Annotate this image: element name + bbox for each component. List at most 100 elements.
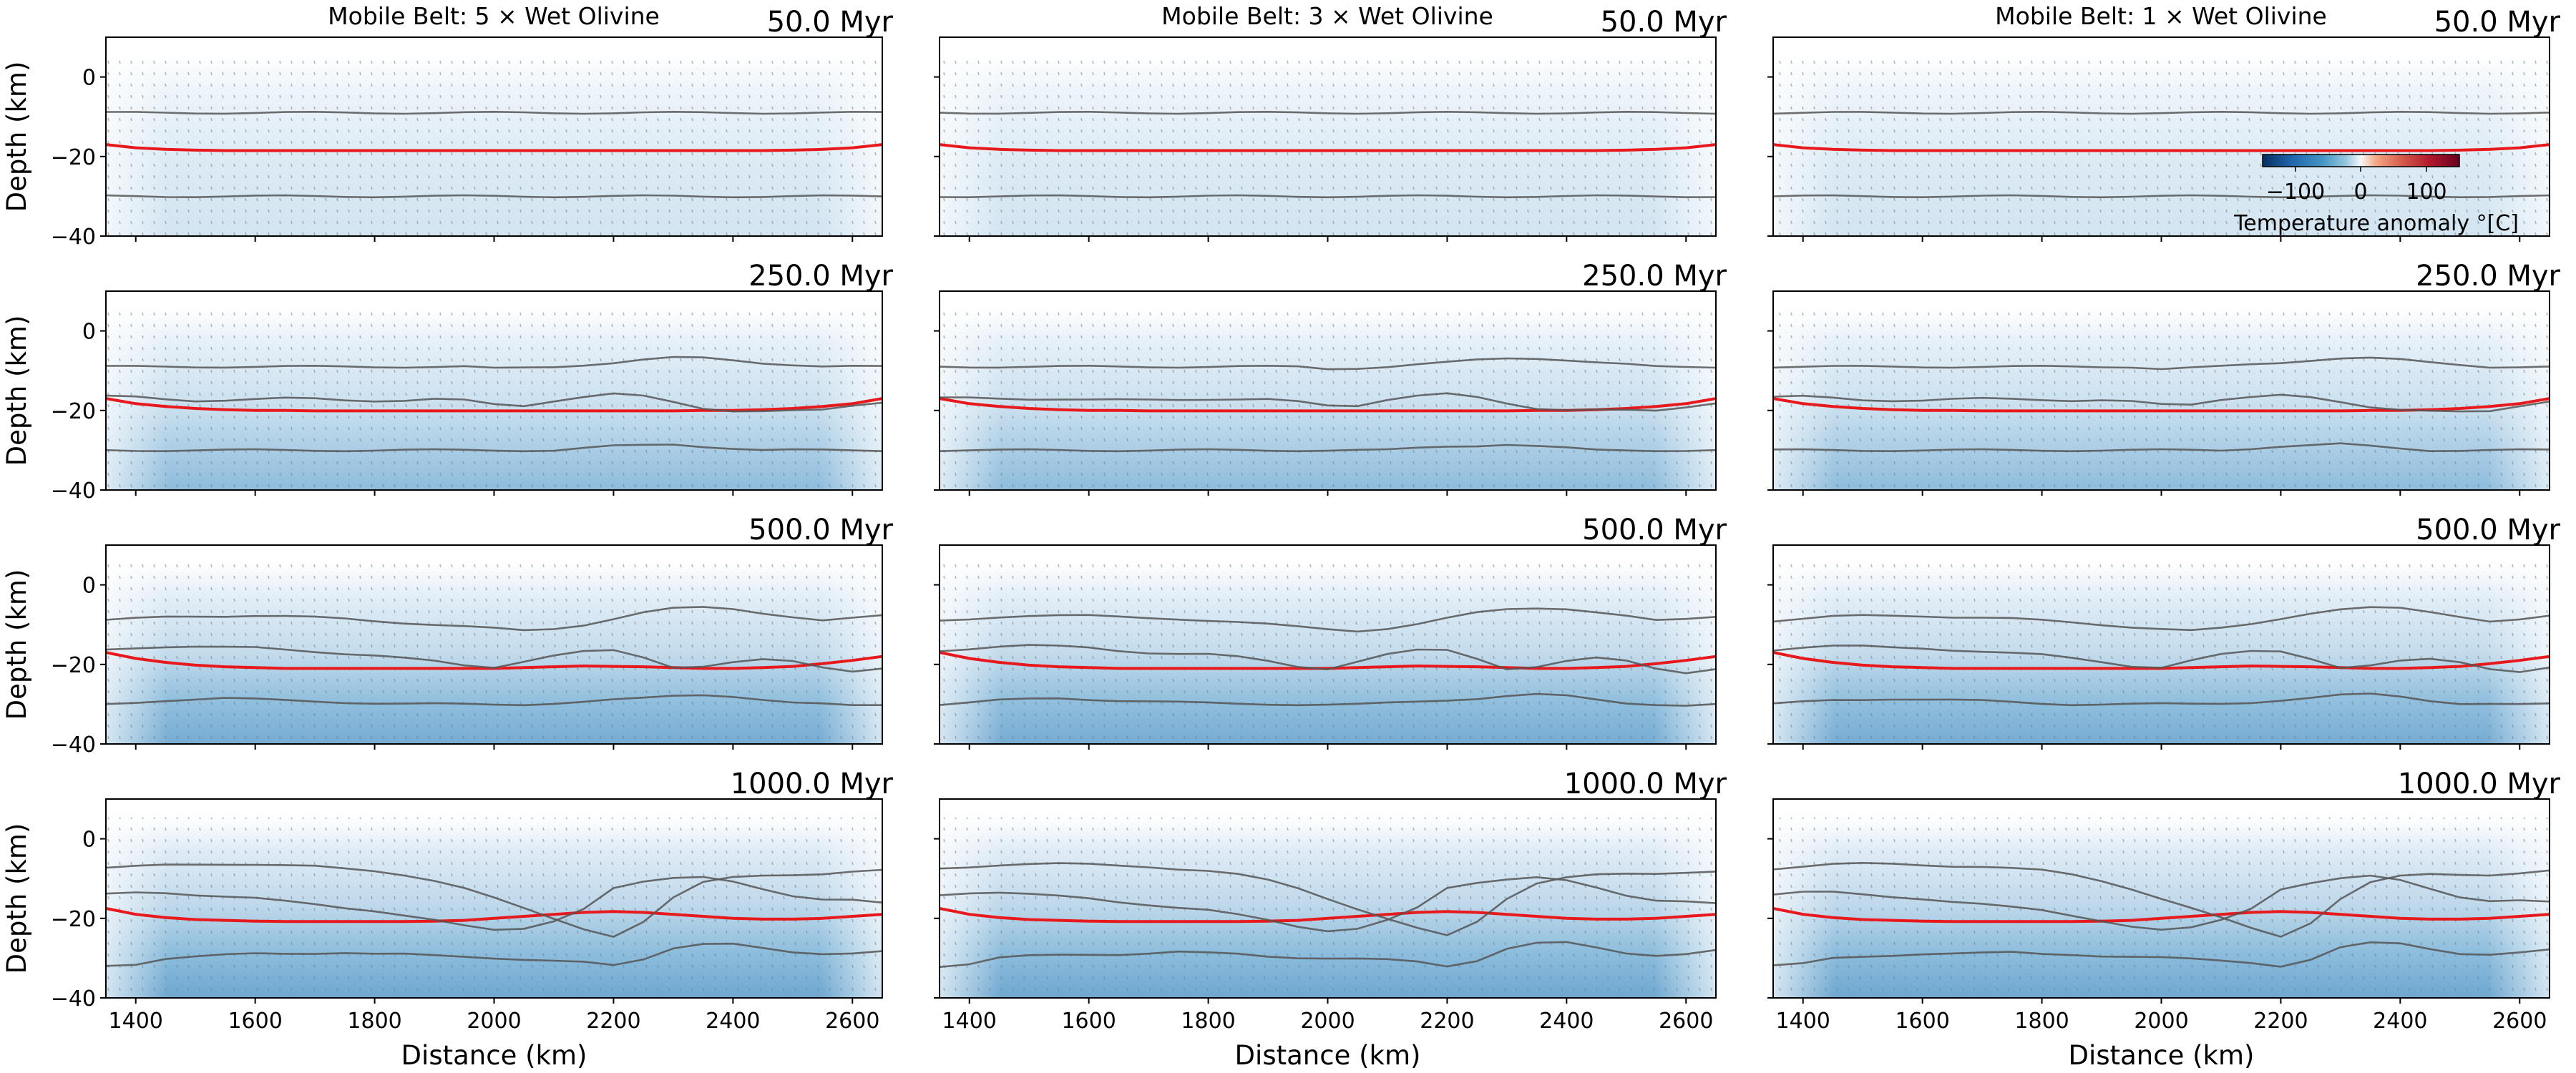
colorbar-tick-label-1: 0 [2353, 180, 2367, 205]
red-line-0 [939, 906, 1717, 923]
grey-line-2 [939, 876, 1717, 933]
x-tick-label: 2400 [2373, 1009, 2427, 1034]
x-tick-label: 2400 [1539, 1009, 1594, 1034]
time-label: 250.0 Myr [748, 260, 893, 293]
grey-line-2 [939, 194, 1717, 199]
time-label: 250.0 Myr [2416, 260, 2560, 293]
colorbar-bar [2262, 154, 2460, 167]
grey-line-1 [105, 110, 883, 115]
grey-line-1 [939, 862, 1717, 936]
time-label: 50.0 Myr [2434, 6, 2561, 39]
y-tick-label: −40 [51, 225, 96, 250]
x-tick-label: 2400 [706, 1009, 760, 1034]
y-tick-label: −40 [51, 479, 96, 504]
y-axis-title: Depth (km) [1, 569, 32, 720]
grey-line-3 [1772, 692, 2550, 707]
grey-line-2 [105, 392, 883, 413]
grey-line-1 [939, 607, 1717, 633]
velocity-arrows [1773, 817, 2550, 998]
red-line-0 [1772, 143, 2550, 152]
y-tick-label: −20 [51, 653, 96, 678]
velocity-arrows [106, 309, 882, 490]
velocity-arrows [1773, 55, 2550, 236]
panel-r2-c0: 0 −20 −40 500.0 Myr Depth (km) [1, 514, 894, 758]
x-tick-label: 2200 [2253, 1009, 2308, 1034]
column-title-2: Mobile Belt: 1 × Wet Olivine [1995, 2, 2327, 30]
panel-r1-c2: 250.0 Myr [1767, 260, 2561, 496]
colorbar: −100 0 100 Temperature anomaly °[C] [2233, 154, 2519, 236]
x-tick-label: 1600 [1895, 1009, 1949, 1034]
velocity-arrows [1773, 309, 2550, 490]
grey-line-2 [1772, 874, 2550, 931]
panel-r3-c1: 1400 1600 1800 2000 2200 2400 2600 1000.0 Myr Di… [934, 768, 1727, 1071]
grey-line-3 [939, 444, 1717, 453]
x-tick-label: 2000 [1300, 1009, 1355, 1034]
time-label: 50.0 Myr [767, 6, 894, 39]
red-line-0 [105, 143, 883, 152]
x-axis-title: Distance (km) [1235, 1040, 1421, 1071]
column-title-0: Mobile Belt: 5 × Wet Olivine [328, 2, 660, 30]
x-axis-title: Distance (km) [401, 1040, 587, 1071]
velocity-arrows [1773, 563, 2550, 744]
grey-line-2 [105, 194, 883, 199]
x-tick-label: 1600 [1061, 1009, 1116, 1034]
grey-line-2 [105, 645, 883, 673]
y-tick-label: 0 [82, 66, 96, 91]
y-axis-title: Depth (km) [1, 823, 32, 974]
time-label: 250.0 Myr [1582, 260, 1727, 293]
panel-r0-c0: 0 −20 −40 50.0 Myr Depth (km) [1, 6, 894, 250]
velocity-arrows [106, 55, 882, 236]
y-tick-label: −20 [51, 907, 96, 932]
grey-line-3 [939, 692, 1717, 707]
grey-line-1 [105, 863, 883, 938]
grey-line-1 [939, 357, 1717, 371]
y-tick-label: −40 [51, 733, 96, 758]
red-line-0 [939, 143, 1717, 152]
velocity-arrows [106, 817, 882, 998]
x-tick-label: 1800 [2014, 1009, 2069, 1034]
grey-line-3 [1772, 941, 2550, 968]
grey-line-2 [1772, 645, 2550, 673]
panels-group: 0 −20 −40 50.0 Myr Depth (km) 50.0 Myr 50.0 My… [1, 6, 2561, 1071]
time-label: 500.0 Myr [748, 514, 893, 547]
grey-line-1 [1772, 861, 2550, 938]
time-label: 1000.0 Myr [2398, 768, 2561, 800]
grey-line-1 [1772, 606, 2550, 632]
grey-line-1 [105, 356, 883, 369]
grey-line-3 [1772, 442, 2550, 453]
grey-line-3 [105, 694, 882, 707]
x-tick-label: 1800 [1181, 1009, 1235, 1034]
panel-r0-c2: 50.0 Myr [1767, 6, 2561, 242]
x-tick-label: 1400 [942, 1009, 997, 1034]
colorbar-tick-label-2: 100 [2406, 180, 2446, 205]
grey-line-3 [939, 941, 1717, 969]
x-tick-label: 1400 [1776, 1009, 1830, 1034]
red-line-0 [1772, 906, 2550, 923]
panel-r1-c1: 250.0 Myr [934, 260, 1727, 496]
y-tick-label: −20 [51, 399, 96, 424]
grey-line-3 [105, 942, 883, 967]
y-axis-title: Depth (km) [1, 315, 32, 466]
time-label: 1000.0 Myr [1564, 768, 1727, 800]
x-tick-label: 2200 [1420, 1009, 1474, 1034]
x-tick-label: 1400 [109, 1009, 163, 1034]
velocity-arrows [106, 563, 882, 744]
velocity-arrows [940, 563, 1716, 744]
y-axis-title: Depth (km) [1, 62, 32, 212]
y-tick-label: 0 [82, 828, 96, 853]
grey-line-1 [105, 606, 883, 632]
time-label: 500.0 Myr [1582, 514, 1727, 547]
x-tick-label: 1800 [347, 1009, 401, 1034]
time-label: 1000.0 Myr [731, 768, 894, 800]
y-tick-label: 0 [82, 320, 96, 345]
grey-line-3 [105, 444, 883, 453]
panel-r2-c1: 500.0 Myr [934, 514, 1727, 750]
red-line-0 [105, 906, 883, 923]
velocity-arrows [940, 55, 1716, 236]
grey-line-2 [105, 876, 883, 931]
y-tick-label: −40 [51, 986, 96, 1011]
grey-line-1 [1772, 110, 2550, 115]
grey-line-2 [1772, 194, 2550, 199]
red-line-0 [105, 397, 883, 413]
